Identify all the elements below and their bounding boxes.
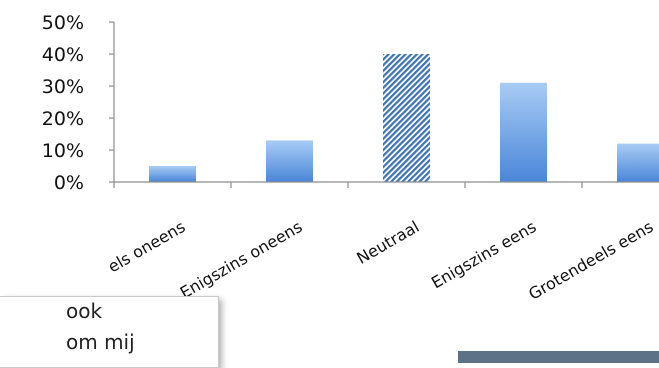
y-tick-label: 30% bbox=[42, 76, 84, 98]
snippet-line-1: ook bbox=[66, 299, 103, 323]
overlapping-text-box: ook om mij bbox=[0, 296, 219, 368]
y-tick-label: 0% bbox=[54, 172, 84, 194]
snippet-line-2: om mij bbox=[66, 330, 135, 354]
x-category-label: Grotendeels eens bbox=[525, 217, 656, 304]
bar-grotendeels-eens bbox=[617, 143, 659, 182]
y-tick-label: 20% bbox=[42, 108, 84, 130]
x-category-label: Enigszins eens bbox=[428, 217, 539, 292]
y-tick-label: 40% bbox=[42, 44, 84, 66]
bar-grotendeels-oneens bbox=[149, 166, 196, 182]
x-category-label: Enigszins oneens bbox=[177, 217, 306, 302]
bar-enigszins-eens bbox=[500, 82, 547, 182]
x-category-label: Neutraal bbox=[353, 217, 422, 268]
y-tick-label: 50% bbox=[42, 12, 84, 34]
x-category-label: els oneens bbox=[105, 217, 189, 276]
y-tick-label: 10% bbox=[42, 140, 84, 162]
bar-neutraal bbox=[383, 54, 430, 182]
bar-enigszins-oneens bbox=[266, 140, 313, 182]
dark-panel-edge bbox=[458, 351, 659, 363]
